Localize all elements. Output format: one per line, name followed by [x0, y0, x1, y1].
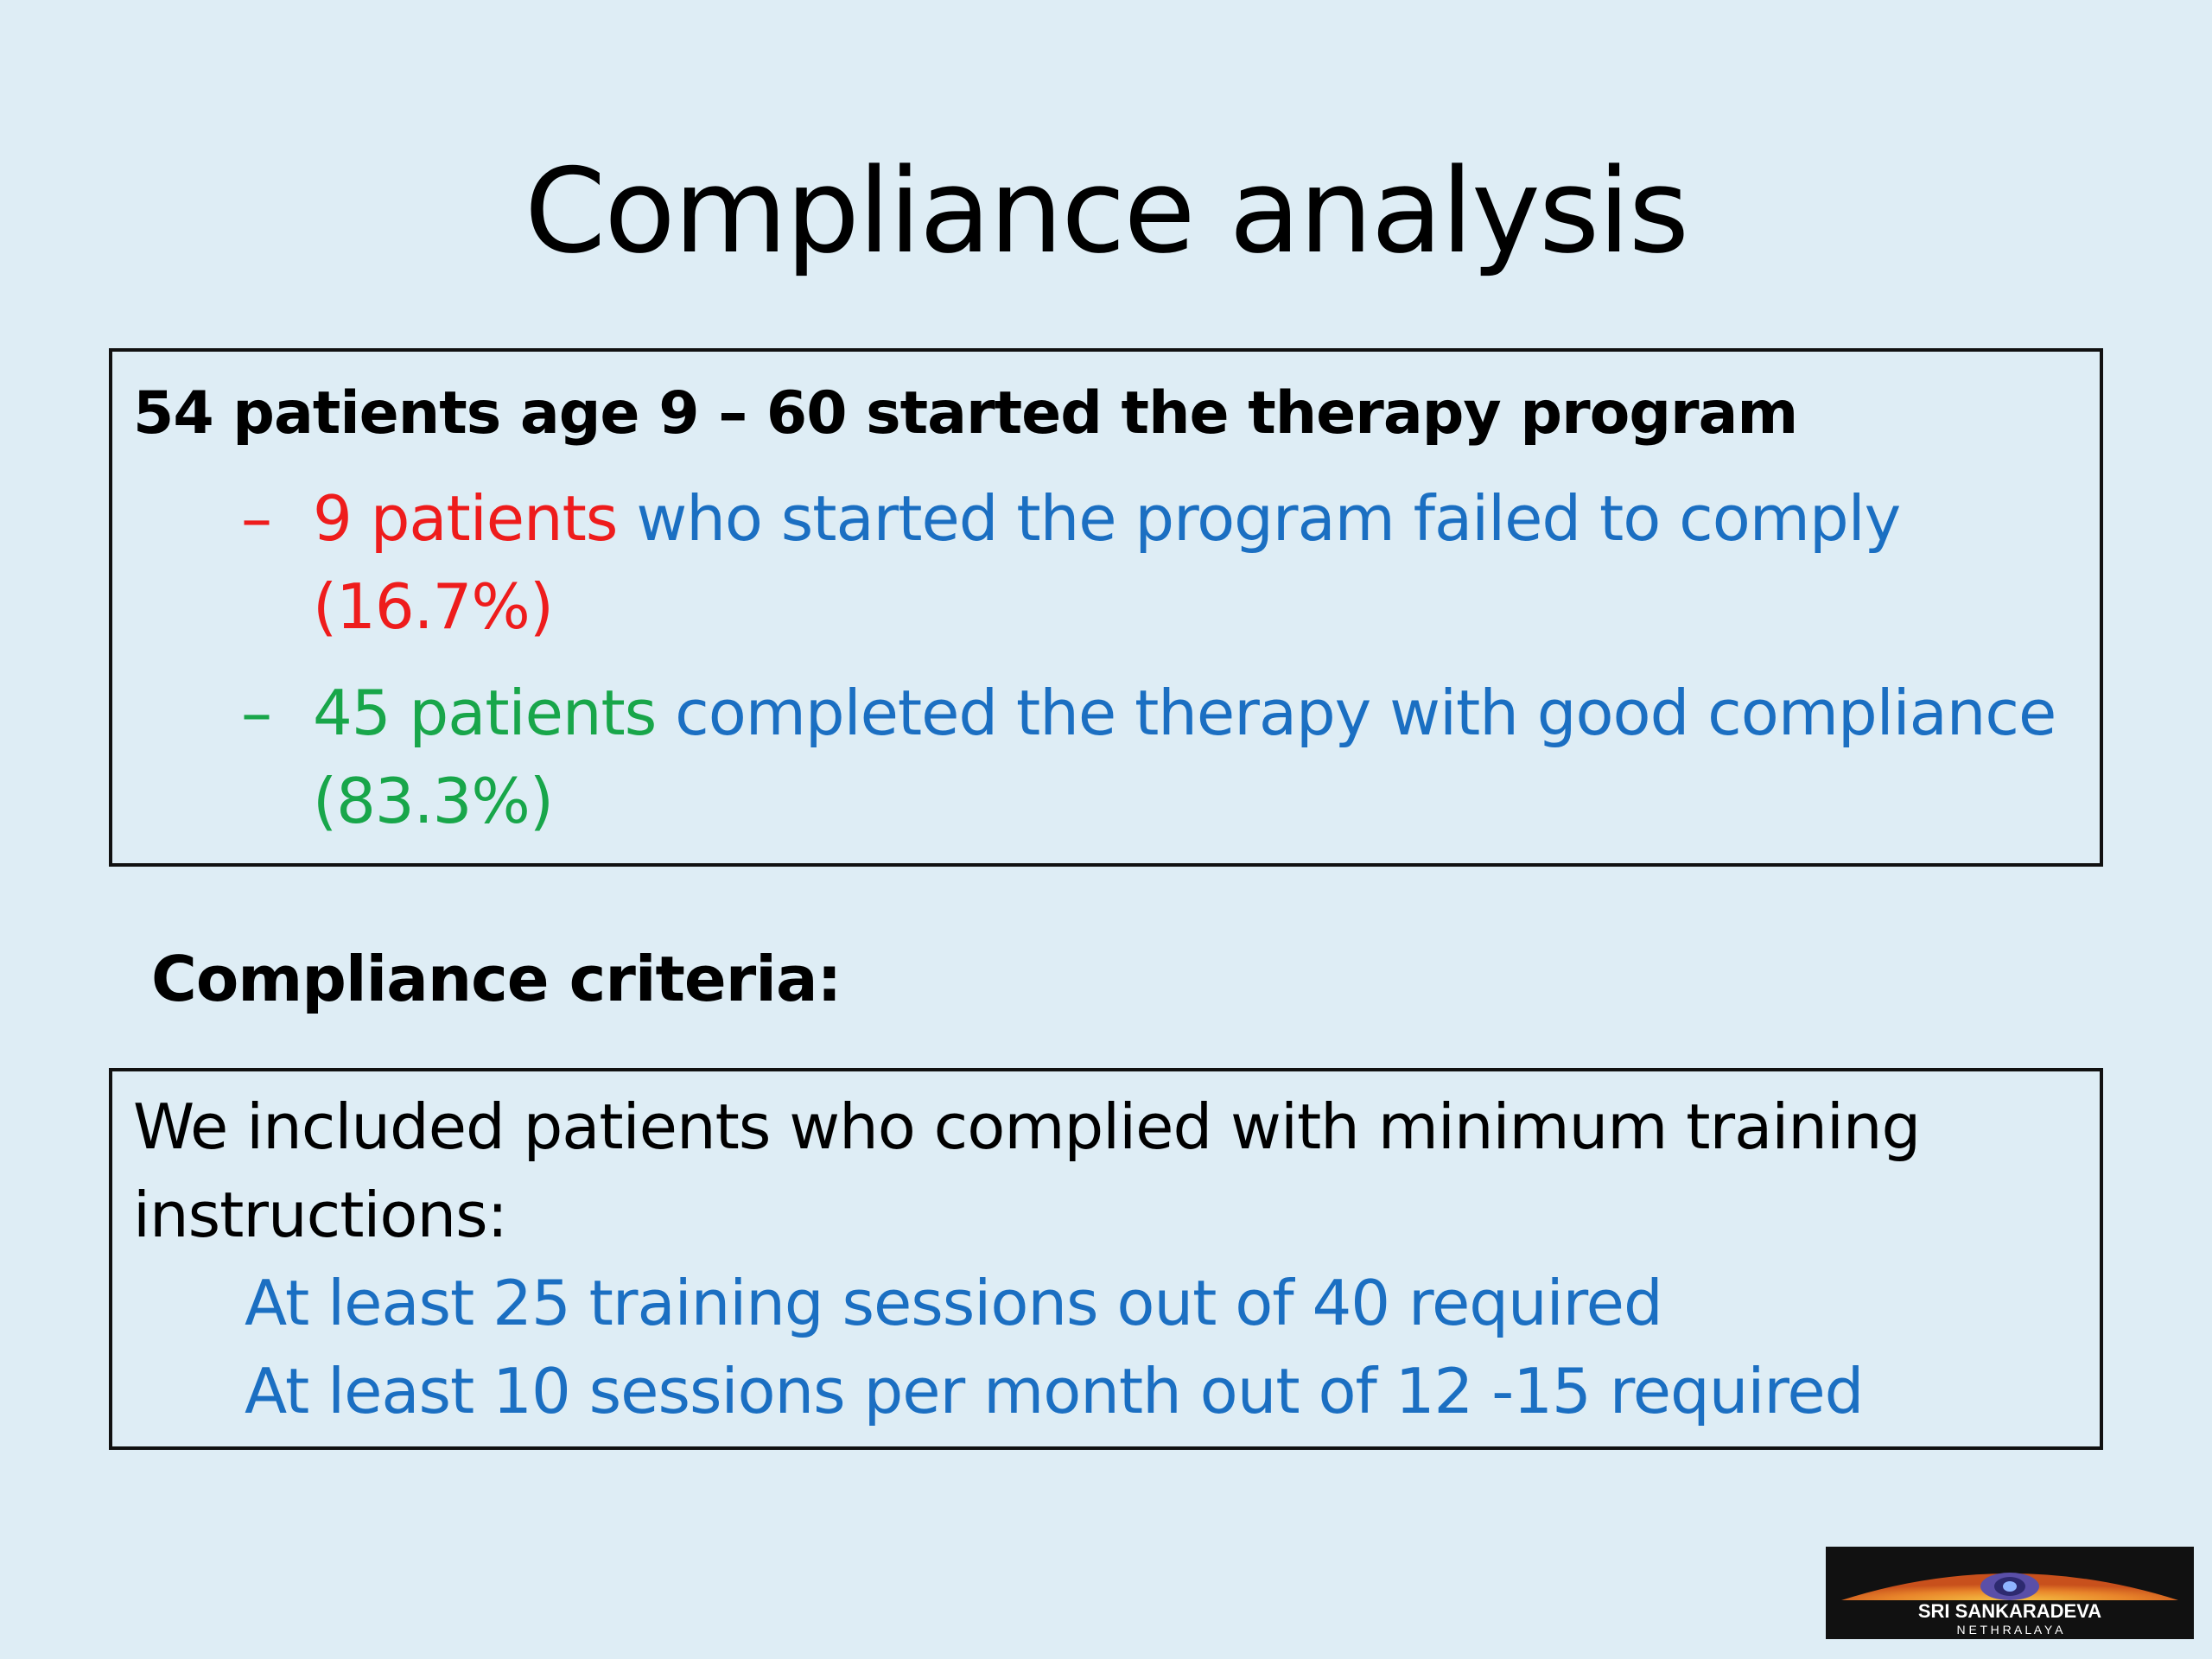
slide-title: Compliance analysis	[524, 143, 1689, 279]
completed-patients-count: 45 patients	[313, 677, 657, 749]
criteria-item-monthly: At least 10 sessions per month out of 12…	[245, 1355, 1864, 1427]
completed-patients-line: 45 patients completed the therapy with g…	[313, 670, 2056, 756]
failed-patients-percent: (16.7%)	[313, 570, 554, 643]
logo-name-line2: N E T H R A L A Y A	[1957, 1623, 2064, 1637]
logo-name-line1: SRI SANKARADEVA	[1918, 1600, 2101, 1622]
bullet-dash-completed: –	[241, 677, 272, 749]
criteria-intro-line2: instructions:	[133, 1179, 508, 1251]
completed-patients-percent: (83.3%)	[313, 765, 554, 837]
completed-patients-text: completed the therapy with good complian…	[656, 677, 2056, 749]
failed-patients-line: 9 patients who started the program faile…	[313, 475, 1901, 562]
failed-patients-count: 9 patients	[313, 482, 618, 555]
compliance-criteria-heading: Compliance criteria:	[151, 943, 842, 1015]
patients-heading: 54 patients age 9 – 60 started the thera…	[133, 379, 1798, 448]
bullet-dash-failed: –	[241, 482, 272, 555]
sri-sankaradeva-nethralaya-logo: SRI SANKARADEVA N E T H R A L A Y A	[1826, 1547, 2194, 1639]
criteria-intro-line1: We included patients who complied with m…	[133, 1090, 1921, 1163]
logo-graphic: SRI SANKARADEVA N E T H R A L A Y A	[1826, 1547, 2194, 1639]
patients-summary-box: 54 patients age 9 – 60 started the thera…	[109, 348, 2103, 867]
failed-patients-text: who started the program failed to comply	[617, 482, 1901, 555]
criteria-item-sessions: At least 25 training sessions out of 40 …	[245, 1267, 1663, 1339]
criteria-box: We included patients who complied with m…	[109, 1068, 2103, 1450]
